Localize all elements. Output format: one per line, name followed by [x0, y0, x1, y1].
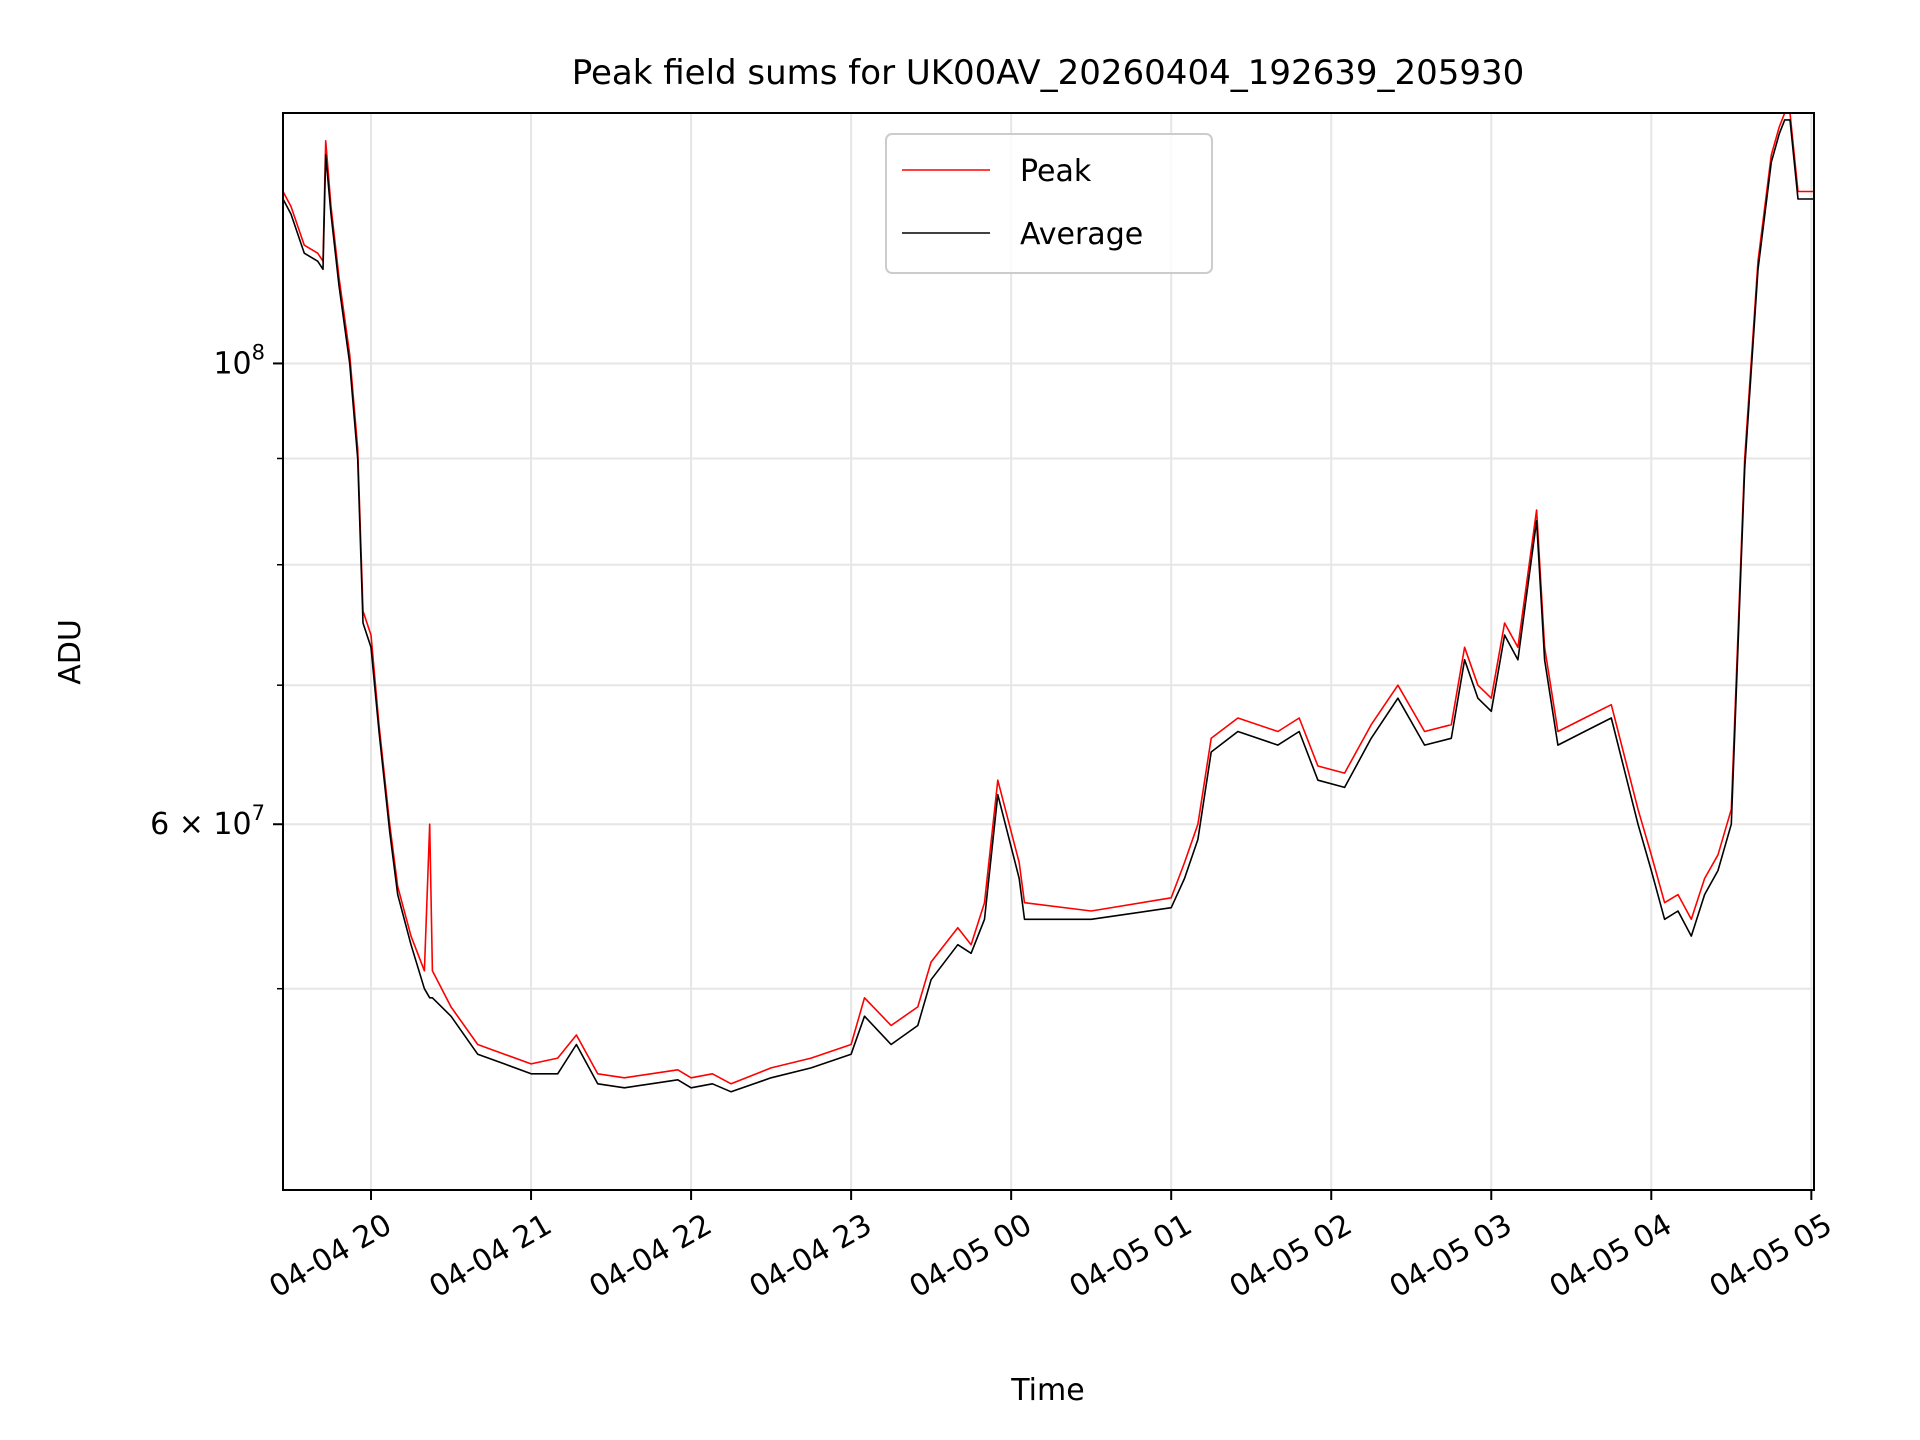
- plot-area-background: [283, 113, 1814, 1190]
- y-axis-label: ADU: [53, 619, 88, 685]
- y-tick-label: 6 × 107: [150, 801, 265, 842]
- y-tick-label: 108: [213, 340, 265, 381]
- legend-box: [885, 133, 1213, 274]
- x-axis-label: Time: [1010, 1373, 1084, 1408]
- plot-area-frame: [282, 112, 1815, 1191]
- chart-title: Peak field sums for UK00AV_20260404_1926…: [572, 53, 1525, 93]
- series-layer: [282, 112, 1814, 1093]
- legend-label-average: Average: [1020, 217, 1143, 252]
- series-line-average: [282, 119, 1814, 1093]
- grid-layer: [283, 113, 1814, 1190]
- series-line-peak: [282, 112, 1814, 1085]
- legend: Peak Average: [885, 133, 1213, 274]
- legend-label-peak: Peak: [1020, 154, 1092, 189]
- y-axis-ticks: 108 6 × 107: [150, 340, 283, 990]
